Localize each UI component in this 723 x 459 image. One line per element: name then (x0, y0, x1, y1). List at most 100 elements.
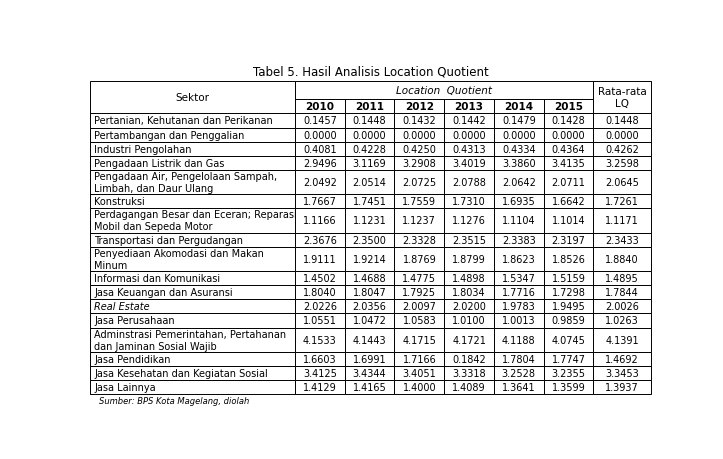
Bar (295, 82, 594, 99)
Text: 2.3515: 2.3515 (452, 235, 486, 245)
Bar (594, 328, 651, 352)
Text: 2010: 2010 (305, 102, 334, 112)
Text: 1.6603: 1.6603 (303, 354, 337, 364)
Bar (345, 328, 395, 352)
Text: 3.1169: 3.1169 (353, 159, 386, 168)
Bar (295, 285, 345, 300)
Bar (544, 99, 594, 114)
Text: 1.7804: 1.7804 (502, 354, 536, 364)
Text: 1.4775: 1.4775 (402, 273, 436, 283)
Bar (295, 233, 345, 247)
Text: 2.0514: 2.0514 (353, 178, 387, 188)
Text: Perdagangan Besar dan Eceran; Reparasi
Mobil dan Sepeda Motor: Perdagangan Besar dan Eceran; Reparasi M… (94, 210, 297, 232)
Text: 1.3641: 1.3641 (502, 382, 536, 392)
Text: 2.0097: 2.0097 (403, 302, 436, 312)
Text: 1.4000: 1.4000 (403, 382, 436, 392)
Bar (395, 209, 444, 233)
Bar (544, 142, 594, 157)
Text: 0.1842: 0.1842 (452, 354, 486, 364)
Text: 0.4364: 0.4364 (552, 145, 586, 155)
Bar (395, 114, 444, 129)
Text: 4.1533: 4.1533 (303, 335, 337, 345)
Text: 4.0745: 4.0745 (552, 335, 586, 345)
Bar (395, 195, 444, 209)
Bar (494, 99, 544, 114)
Text: Industri Pengolahan: Industri Pengolahan (94, 145, 192, 155)
Bar (90, 271, 295, 285)
Text: Jasa Kesehatan dan Kegiatan Sosial: Jasa Kesehatan dan Kegiatan Sosial (94, 368, 268, 378)
Text: 2.3328: 2.3328 (403, 235, 436, 245)
Bar (494, 313, 544, 328)
Bar (90, 129, 295, 142)
Text: 4.1721: 4.1721 (452, 335, 486, 345)
Text: 1.8799: 1.8799 (452, 254, 486, 264)
Bar (295, 366, 345, 380)
Bar (544, 114, 594, 129)
Bar (544, 129, 594, 142)
Bar (444, 285, 494, 300)
Bar (295, 313, 345, 328)
Text: 2.0725: 2.0725 (402, 178, 437, 188)
Bar (494, 157, 544, 171)
Text: Jasa Pendidikan: Jasa Pendidikan (94, 354, 171, 364)
Text: Sumber: BPS Kota Magelang, diolah: Sumber: BPS Kota Magelang, diolah (99, 396, 249, 405)
Text: Jasa Lainnya: Jasa Lainnya (94, 382, 156, 392)
Bar (544, 209, 594, 233)
Bar (444, 366, 494, 380)
Text: 2.0645: 2.0645 (605, 178, 639, 188)
Text: 1.1014: 1.1014 (552, 216, 586, 226)
Text: 2013: 2013 (455, 102, 484, 112)
Text: 2.0711: 2.0711 (552, 178, 586, 188)
Bar (395, 271, 444, 285)
Bar (395, 142, 444, 157)
Text: 1.1104: 1.1104 (502, 216, 536, 226)
Text: 0.1457: 0.1457 (303, 116, 337, 126)
Bar (594, 300, 651, 313)
Text: 1.8526: 1.8526 (552, 254, 586, 264)
Text: 0.0000: 0.0000 (303, 130, 337, 140)
Bar (395, 157, 444, 171)
Text: 3.2528: 3.2528 (502, 368, 536, 378)
Bar (345, 142, 395, 157)
Text: 0.9859: 0.9859 (552, 316, 586, 326)
Bar (90, 209, 295, 233)
Text: 1.3599: 1.3599 (552, 382, 586, 392)
Bar (444, 171, 494, 195)
Bar (444, 328, 494, 352)
Bar (90, 352, 295, 366)
Bar (444, 114, 494, 129)
Text: 2.0492: 2.0492 (303, 178, 337, 188)
Text: 2014: 2014 (504, 102, 534, 112)
Text: Location  Quotient: Location Quotient (396, 85, 492, 95)
Text: 1.9214: 1.9214 (353, 254, 387, 264)
Text: 2.0226: 2.0226 (303, 302, 337, 312)
Text: 1.7261: 1.7261 (605, 197, 639, 207)
Bar (444, 380, 494, 394)
Text: 1.8034: 1.8034 (453, 287, 486, 297)
Text: 1.0263: 1.0263 (605, 316, 639, 326)
Text: 3.4019: 3.4019 (453, 159, 486, 168)
Text: 3.4135: 3.4135 (552, 159, 586, 168)
Bar (544, 285, 594, 300)
Bar (345, 352, 395, 366)
Bar (345, 247, 395, 271)
Bar (90, 114, 295, 129)
Bar (90, 285, 295, 300)
Bar (90, 313, 295, 328)
Text: Tabel 5. Hasil Analisis Location Quotient: Tabel 5. Hasil Analisis Location Quotien… (252, 65, 489, 78)
Bar (395, 300, 444, 313)
Text: 1.7716: 1.7716 (502, 287, 536, 297)
Bar (494, 114, 544, 129)
Text: 1.4502: 1.4502 (303, 273, 337, 283)
Text: Jasa Keuangan dan Asuransi: Jasa Keuangan dan Asuransi (94, 287, 233, 297)
Text: Rata-rata
LQ: Rata-rata LQ (598, 87, 646, 109)
Text: 2012: 2012 (405, 102, 434, 112)
Text: 0.4081: 0.4081 (303, 145, 337, 155)
Text: 3.4051: 3.4051 (403, 368, 436, 378)
Bar (494, 366, 544, 380)
Text: 1.9783: 1.9783 (502, 302, 536, 312)
Bar (544, 352, 594, 366)
Text: Pertambangan dan Penggalian: Pertambangan dan Penggalian (94, 130, 244, 140)
Bar (345, 300, 395, 313)
Text: 0.0000: 0.0000 (502, 130, 536, 140)
